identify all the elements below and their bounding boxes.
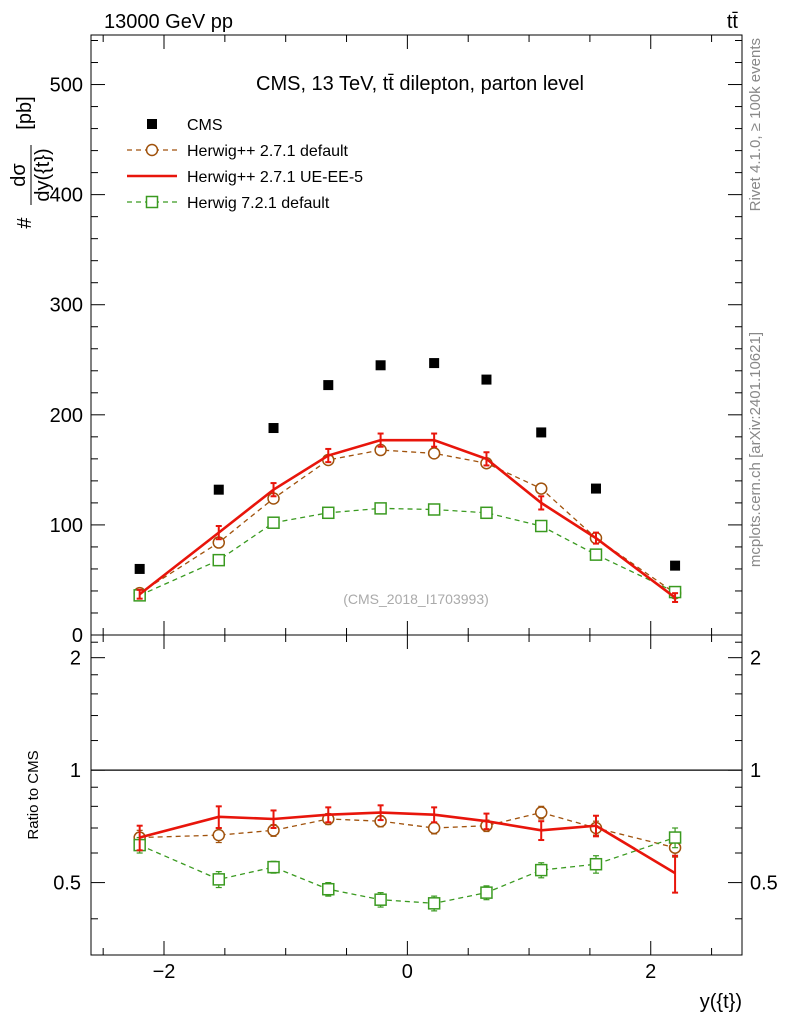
ratio-marker-herwig-7-2-1-default [480, 886, 493, 899]
series-line-herwig-2-7-1-default [139, 449, 676, 594]
y-axis-label-prefix: # [14, 217, 36, 229]
series-line-herwig-7-2-1-default [139, 507, 676, 596]
marker-herwig-7-2-1-default [267, 516, 280, 529]
y-tick-label: 400 [50, 185, 83, 207]
y-axis-label-denominator: dy({t}) [32, 148, 54, 201]
data-point-cms [590, 483, 601, 494]
main-panel: 0 100 200 300 400 500 CMS, 13 TeV, tt̄ dilept… [50, 34, 743, 647]
legend-marker-herwig-7-2-1-default [145, 195, 159, 209]
y-tick-label: 300 [50, 295, 83, 317]
ratio-panel: −2 0 2 0.5 0.5 1 1 2 2 Ratio to CMS [25, 634, 778, 983]
data-point-cms [375, 360, 386, 371]
series-line-herwig-2-7-1-ue-ee-5 [138, 438, 676, 599]
marker-herwig-7-2-1-default [534, 519, 548, 533]
data-point-cms [481, 374, 492, 385]
main-series-layer [133, 358, 682, 603]
ratio-tick-label-right: 0.5 [750, 873, 778, 895]
ratio-marker-herwig-7-2-1-default [322, 882, 335, 896]
ratio-plot-frame [90, 634, 743, 956]
legend-marker-herwig-2-7-1-default [145, 143, 159, 157]
watermark-label: (CMS_2018_I1703993) [343, 591, 489, 607]
main-axis-ticks: 0 100 200 300 400 500 [50, 35, 742, 647]
process-label: tt̄ [727, 11, 739, 33]
ratio-tick-label: 0.5 [53, 873, 81, 895]
data-point-cms [536, 427, 547, 438]
legend-label: CMS [187, 117, 223, 134]
legend-swatch-cms [147, 119, 157, 129]
ratio-marker-herwig-7-2-1-default [534, 863, 548, 877]
marker-herwig-7-2-1-default [374, 502, 387, 515]
ratio-axis-ticks: −2 0 2 0.5 0.5 1 1 2 2 [53, 635, 778, 983]
energy-label: 13000 GeV pp [104, 11, 233, 33]
y-tick-label: 0 [72, 625, 83, 647]
ratio-tick-label-right: 1 [750, 760, 761, 782]
ratio-line-herwig-7-2-1-default [139, 836, 676, 904]
source-label: mcplots.cern.ch [arXiv:2401.10621] [747, 332, 764, 567]
marker-herwig-7-2-1-default [322, 506, 335, 520]
ratio-series-layer [133, 804, 682, 912]
y-tick-label: 200 [50, 405, 83, 427]
data-point-cms [268, 423, 279, 434]
marker-herwig-7-2-1-default [427, 503, 441, 516]
y-axis-label-numerator: dσ [8, 163, 30, 187]
ratio-line-herwig-2-7-1-default [139, 811, 676, 849]
data-point-cms [323, 380, 334, 391]
marker-herwig-7-2-1-default [212, 553, 226, 567]
x-tick-label: 0 [402, 961, 413, 983]
ratio-tick-label: 1 [70, 760, 81, 782]
data-point-cms [670, 560, 681, 571]
data-point-cms [134, 563, 145, 574]
y-axis-label-unit: [pb] [14, 96, 36, 129]
data-point-cms [429, 358, 440, 369]
ratio-marker-herwig-7-2-1-default [668, 831, 682, 844]
ratio-marker-herwig-7-2-1-default [589, 857, 603, 871]
x-axis-label: y({t}) [700, 991, 742, 1013]
x-tick-label: −2 [153, 961, 176, 983]
ratio-line-herwig-2-7-1-ue-ee-5 [139, 811, 676, 875]
legend-label: Herwig 7.2.1 default [187, 195, 330, 212]
legend-label: Herwig++ 2.7.1 default [187, 143, 349, 160]
ratio-marker-herwig-2-7-1-default [427, 821, 441, 835]
rivet-version-label: Rivet 4.1.0, ≥ 100k events [747, 38, 764, 211]
marker-herwig-2-7-1-default [427, 447, 441, 460]
plot-title: CMS, 13 TeV, tt̄ dilepton, parton level [256, 73, 584, 95]
ratio-marker-herwig-7-2-1-default [267, 860, 280, 874]
ratio-marker-herwig-7-2-1-default [212, 873, 226, 886]
marker-herwig-7-2-1-default [480, 506, 493, 520]
y-tick-label: 100 [50, 515, 83, 537]
y-axis-label: # dσ dy({t}) [pb] [8, 96, 54, 228]
marker-herwig-2-7-1-default [534, 482, 548, 495]
ratio-tick-label-right: 2 [750, 648, 761, 670]
legend: CMS Herwig++ 2.7.1 default Herwig++ 2.7.1 … [127, 117, 363, 212]
ratio-axis-label: Ratio to CMS [25, 750, 42, 839]
x-tick-label: 2 [645, 961, 656, 983]
marker-herwig-7-2-1-default [589, 548, 603, 561]
ratio-marker-herwig-2-7-1-default [212, 828, 226, 842]
y-tick-label: 500 [50, 75, 83, 97]
ratio-marker-herwig-2-7-1-default [534, 806, 548, 819]
data-point-cms [213, 484, 224, 495]
ratio-marker-herwig-7-2-1-default [427, 897, 441, 910]
ratio-marker-herwig-7-2-1-default [374, 893, 387, 906]
legend-label: Herwig++ 2.7.1 UE-EE-5 [187, 169, 363, 186]
ratio-tick-label: 2 [70, 648, 81, 670]
